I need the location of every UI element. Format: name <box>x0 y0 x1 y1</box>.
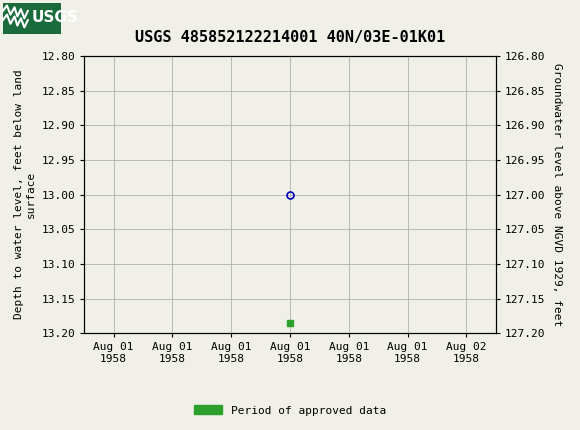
Y-axis label: Depth to water level, feet below land
surface: Depth to water level, feet below land su… <box>14 70 36 319</box>
Text: USGS 485852122214001 40N/03E-01K01: USGS 485852122214001 40N/03E-01K01 <box>135 30 445 45</box>
Y-axis label: Groundwater level above NGVD 1929, feet: Groundwater level above NGVD 1929, feet <box>552 63 562 326</box>
FancyBboxPatch shape <box>3 3 61 34</box>
Legend: Period of approved data: Period of approved data <box>190 401 390 420</box>
Text: USGS: USGS <box>32 10 79 25</box>
